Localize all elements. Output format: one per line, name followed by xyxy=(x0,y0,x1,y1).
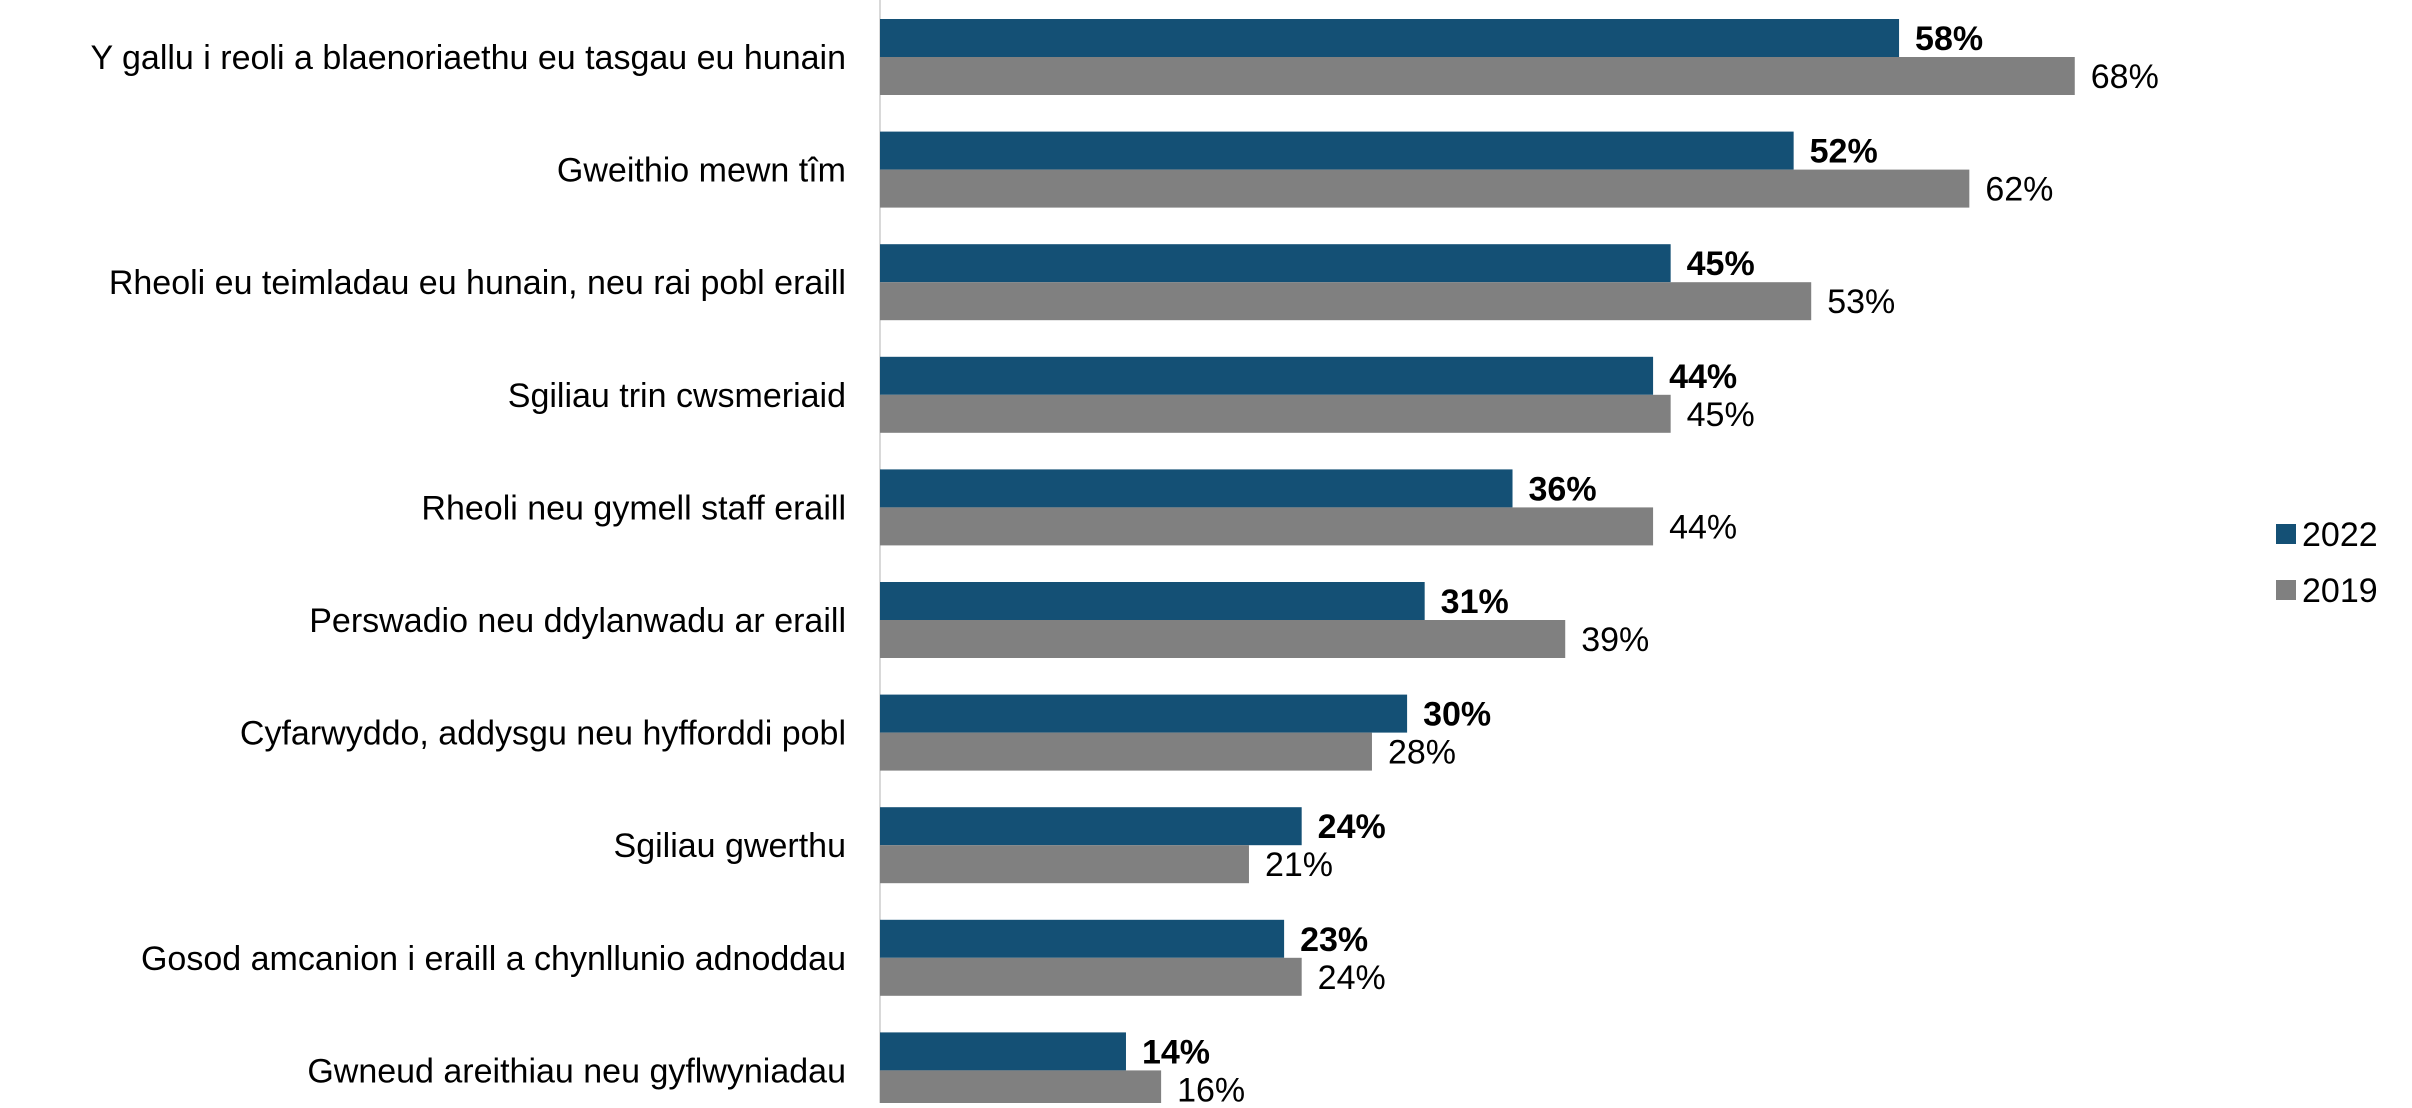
bar-2019 xyxy=(880,1070,1162,1108)
data-label-2019: 21% xyxy=(1265,846,1333,884)
bar-2019 xyxy=(880,282,1812,321)
category-label: Gweithio mewn tîm xyxy=(557,152,846,190)
bar-2019 xyxy=(880,732,1372,771)
data-label-2019: 45% xyxy=(1687,396,1755,434)
data-label-2022: 14% xyxy=(1142,1033,1210,1071)
legend-swatch-2019 xyxy=(2276,580,2296,600)
bar-2019 xyxy=(880,394,1671,433)
data-label-2019: 39% xyxy=(1581,621,1649,659)
bar-2022 xyxy=(880,807,1302,846)
data-label-2022: 24% xyxy=(1318,808,1386,846)
bar-2022 xyxy=(880,131,1794,170)
data-label-2022: 58% xyxy=(1915,20,1983,58)
data-label-2022: 45% xyxy=(1687,245,1755,283)
category-label: Rheoli eu teimladau eu hunain, neu rai p… xyxy=(109,264,846,302)
bar-2022 xyxy=(880,1032,1126,1071)
bar-2019 xyxy=(880,57,2075,95)
bar-2019 xyxy=(880,507,1654,546)
data-label-2019: 24% xyxy=(1318,959,1386,997)
data-label-2019: 28% xyxy=(1388,734,1456,772)
data-label-2019: 44% xyxy=(1669,508,1737,546)
legend: 2022 2019 xyxy=(2276,516,2378,610)
bar-2022 xyxy=(880,244,1671,283)
legend-swatch-2022 xyxy=(2276,524,2296,544)
category-label: Y gallu i reoli a blaenoriaethu eu tasga… xyxy=(90,39,846,77)
legend-label: 2022 xyxy=(2302,516,2378,554)
category-labels: Y gallu i reoli a blaenoriaethu eu tasga… xyxy=(90,39,846,1090)
category-label: Rheoli neu gymell staff eraill xyxy=(421,489,846,527)
bar-2019 xyxy=(880,169,1970,208)
data-label-2022: 52% xyxy=(1810,133,1878,171)
data-labels: 58%68%52%62%45%53%44%45%36%44%31%39%30%2… xyxy=(1142,20,2159,1108)
bar-2019 xyxy=(880,845,1249,884)
bar-2022 xyxy=(880,356,1654,395)
bar-2019 xyxy=(880,957,1302,996)
data-label-2019: 68% xyxy=(2091,58,2159,96)
category-label: Gwneud areithiau neu gyflwyniadau xyxy=(307,1052,846,1090)
bar-2019 xyxy=(880,620,1566,658)
data-label-2022: 44% xyxy=(1669,358,1737,396)
category-label: Sgiliau gwerthu xyxy=(614,827,846,865)
bar-2022 xyxy=(880,919,1285,958)
data-label-2022: 23% xyxy=(1300,921,1368,959)
data-label-2022: 31% xyxy=(1441,583,1509,621)
data-label-2019: 62% xyxy=(1985,171,2053,209)
category-label: Perswadio neu ddylanwadu ar eraill xyxy=(309,602,846,640)
data-label-2019: 53% xyxy=(1827,283,1895,321)
bar-2022 xyxy=(880,469,1513,508)
category-label: Gosod amcanion i eraill a chynllunio adn… xyxy=(141,940,846,978)
bar-2022 xyxy=(880,582,1425,620)
data-label-2022: 36% xyxy=(1529,470,1597,508)
legend-label: 2019 xyxy=(2302,572,2378,610)
data-label-2022: 30% xyxy=(1423,696,1491,734)
bar-2022 xyxy=(880,19,1900,57)
category-label: Sgiliau trin cwsmeriaid xyxy=(508,377,846,415)
bar-2022 xyxy=(880,694,1408,733)
bars xyxy=(880,19,2075,1108)
data-label-2019: 16% xyxy=(1177,1071,1245,1103)
category-label: Cyfarwyddo, addysgu neu hyfforddi pobl xyxy=(240,715,846,753)
